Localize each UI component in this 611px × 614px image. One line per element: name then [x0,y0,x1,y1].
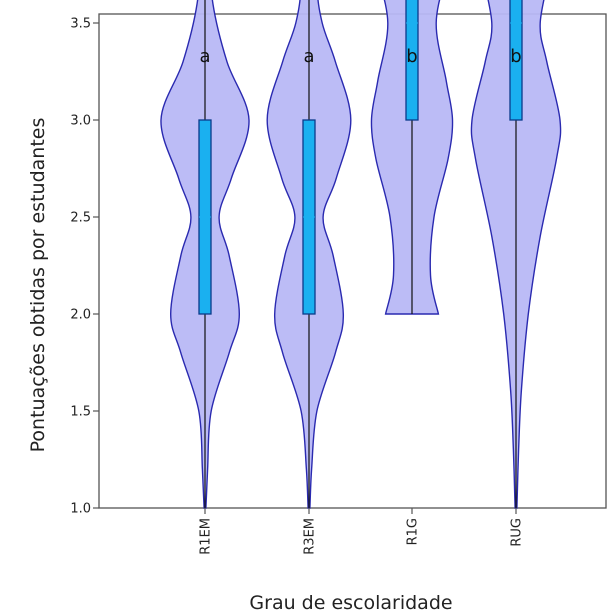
y-tick-label: 1.0 [70,502,91,517]
x-axis-title: Grau de escolaridade [249,592,452,614]
x-tick-label: R3EM [303,518,318,555]
plot-frame [98,13,607,509]
significance-label: b [510,46,521,67]
y-tick-label: 3.0 [70,114,91,129]
x-axis: R1EM R3EM R1G RUG [199,508,525,555]
y-tick-label: 2.5 [70,211,91,226]
y-tick-label: 1.5 [70,405,91,420]
significance-label: a [199,46,210,67]
x-tick-label: R1EM [199,518,214,555]
violins [160,0,562,509]
y-axis-title: Pontuações obtidas por estudantes [27,118,49,453]
y-tick-label: 3.5 [70,17,91,32]
y-axis: 1.01.52.02.53.03.54.04.55.05.5 [70,17,99,517]
significance-label: b [406,46,417,67]
y-tick-label: 2.0 [70,308,91,323]
x-tick-label: RUG [510,518,525,547]
x-tick-label: R1G [406,518,421,545]
significance-label: a [303,46,314,67]
